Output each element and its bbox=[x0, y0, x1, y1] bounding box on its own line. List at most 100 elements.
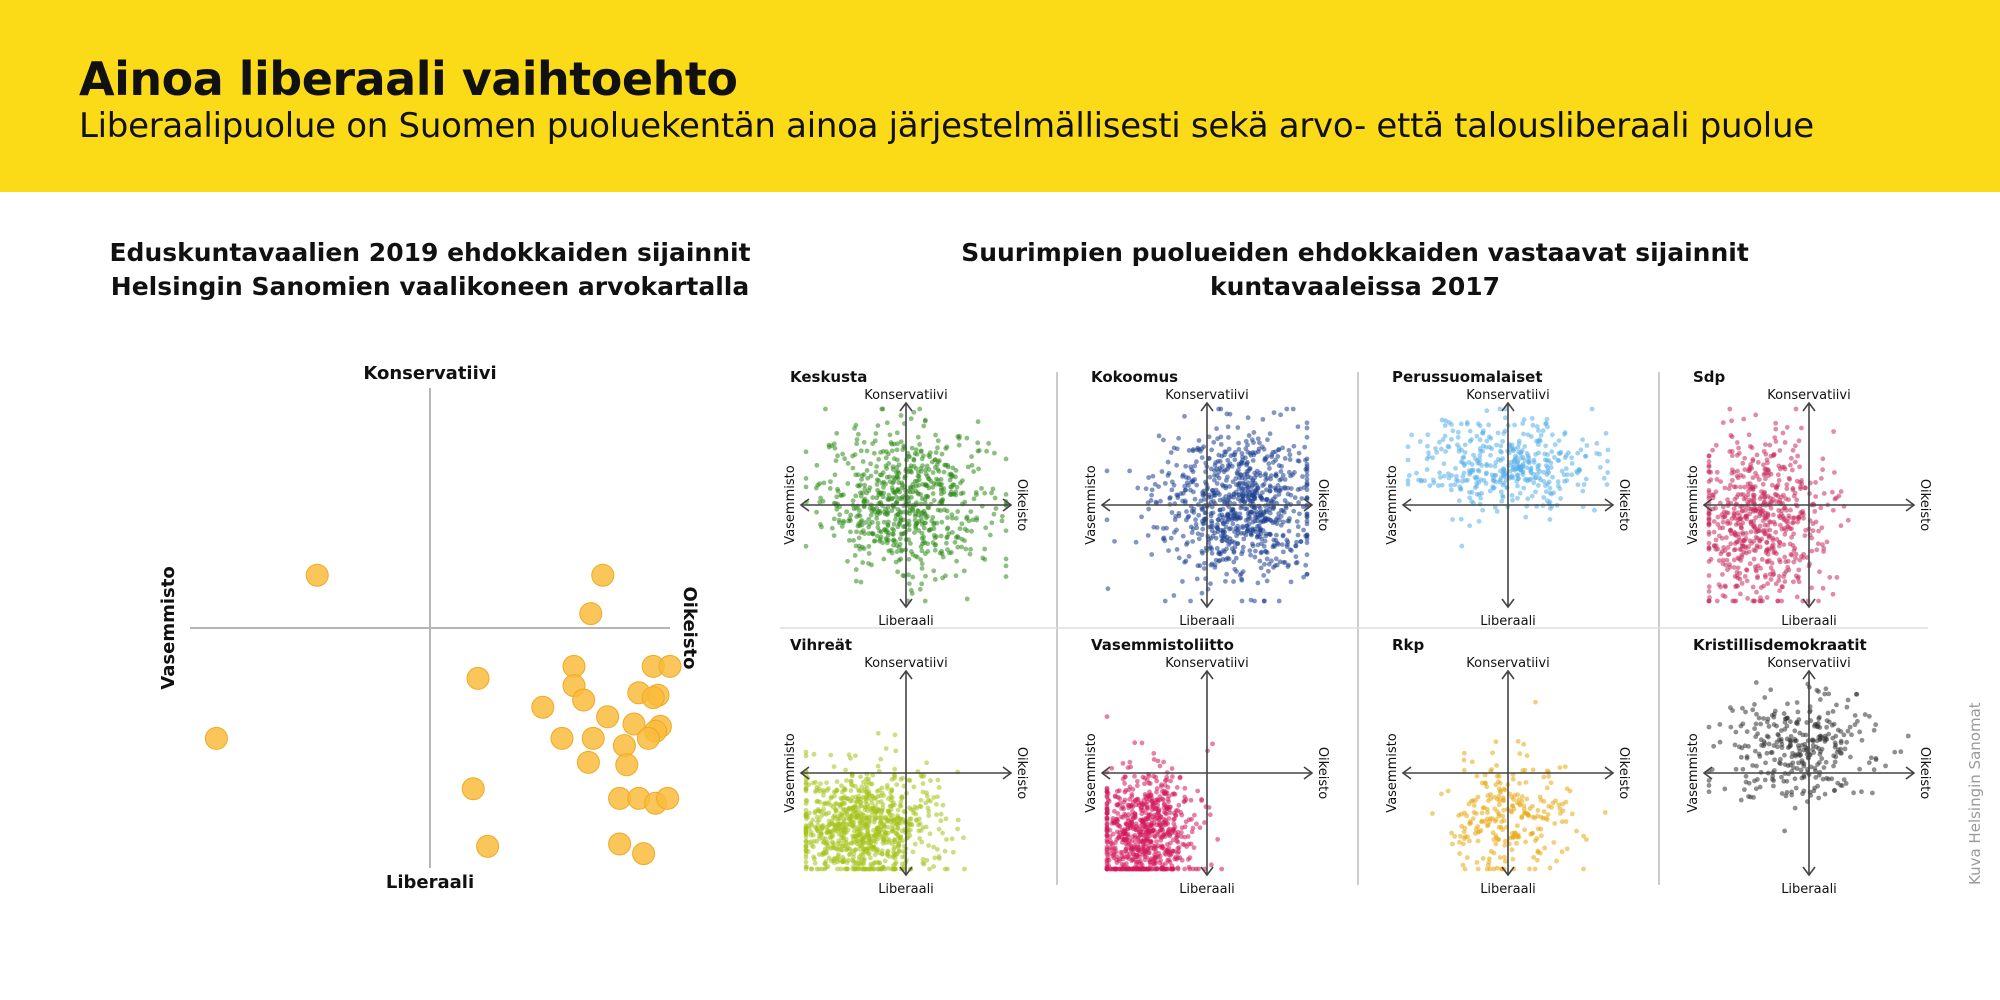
party-candidate-point bbox=[895, 511, 901, 517]
party-candidate-point bbox=[869, 808, 874, 814]
party-candidate-point bbox=[1817, 737, 1823, 742]
party-candidate-point bbox=[1510, 462, 1516, 468]
party-candidate-point bbox=[1215, 526, 1221, 531]
party-candidate-point bbox=[1706, 588, 1712, 594]
party-candidate-point bbox=[1196, 438, 1202, 443]
party-candidate-point bbox=[1564, 452, 1569, 458]
party-candidate-point bbox=[1782, 531, 1788, 537]
party-candidate-point bbox=[1132, 811, 1138, 817]
party-candidate-point bbox=[1758, 509, 1764, 515]
panel-axis-label-bottom: Liberaali bbox=[1781, 614, 1837, 629]
party-candidate-point bbox=[1521, 741, 1527, 747]
party-candidate-point bbox=[1490, 484, 1496, 490]
party-candidate-point bbox=[1165, 803, 1170, 809]
party-candidate-point bbox=[1196, 536, 1202, 542]
party-candidate-point bbox=[884, 474, 890, 480]
party-candidate-point bbox=[927, 454, 933, 460]
party-candidate-point bbox=[829, 818, 835, 824]
party-candidate-point bbox=[891, 853, 897, 858]
party-candidate-point bbox=[1271, 542, 1277, 548]
party-candidate-point bbox=[1496, 786, 1502, 792]
party-candidate-point bbox=[1199, 796, 1204, 802]
party-candidate-point bbox=[1104, 810, 1110, 816]
party-candidate-point bbox=[1462, 866, 1468, 872]
party-candidate-point bbox=[1258, 526, 1264, 532]
party-candidate-point bbox=[1169, 510, 1175, 515]
party-candidate-point bbox=[1731, 565, 1737, 570]
party-candidate-point bbox=[833, 458, 839, 464]
party-candidate-point bbox=[1151, 833, 1157, 839]
party-candidate-point bbox=[1793, 738, 1799, 744]
party-candidate-point bbox=[907, 504, 913, 510]
party-candidate-point bbox=[1768, 519, 1773, 525]
party-candidate-point bbox=[857, 828, 863, 834]
party-candidate-point bbox=[1737, 512, 1742, 518]
party-candidate-point bbox=[1735, 583, 1740, 589]
party-candidate-point bbox=[1583, 476, 1589, 482]
party-candidate-point bbox=[1255, 533, 1260, 539]
party-candidate-point bbox=[1454, 477, 1459, 483]
party-candidate-point bbox=[1495, 796, 1500, 802]
party-candidate-point bbox=[1190, 479, 1196, 485]
party-candidate-point bbox=[1747, 506, 1753, 512]
party-candidate-point bbox=[1168, 866, 1174, 872]
party-candidate-point bbox=[1602, 810, 1608, 815]
party-candidate-point bbox=[1764, 528, 1770, 534]
party-candidate-point bbox=[1174, 835, 1179, 840]
party-candidate-point bbox=[903, 499, 909, 505]
party-candidate-point bbox=[1245, 474, 1251, 480]
party-candidate-point bbox=[1831, 788, 1837, 794]
party-candidate-point bbox=[1769, 482, 1775, 488]
party-candidate-point bbox=[1522, 458, 1528, 463]
party-candidate-point bbox=[1790, 487, 1796, 493]
party-candidate-point bbox=[876, 829, 882, 835]
party-candidate-point bbox=[1240, 496, 1246, 502]
party-candidate-point bbox=[1416, 477, 1421, 483]
party-candidate-point bbox=[1791, 493, 1797, 499]
party-candidate-point bbox=[906, 501, 912, 507]
party-candidate-point bbox=[1234, 470, 1240, 476]
party-candidate-point bbox=[1200, 506, 1206, 512]
party-candidate-point bbox=[1144, 820, 1149, 826]
party-candidate-point bbox=[883, 815, 889, 821]
party-candidate-point bbox=[1502, 842, 1508, 848]
party-candidate-point bbox=[866, 776, 871, 782]
party-candidate-point bbox=[1782, 716, 1788, 722]
party-candidate-point bbox=[1769, 712, 1775, 718]
party-candidate-point bbox=[864, 848, 870, 854]
party-candidate-point bbox=[835, 501, 841, 507]
party-candidate-point bbox=[867, 836, 873, 842]
party-candidate-point bbox=[1226, 495, 1232, 501]
party-candidate-point bbox=[1133, 802, 1139, 808]
party-candidate-point bbox=[828, 821, 833, 827]
party-candidate-point bbox=[1735, 492, 1741, 497]
party-candidate-point bbox=[1161, 801, 1167, 807]
party-candidate-point bbox=[1123, 866, 1129, 872]
party-candidate-point bbox=[1809, 535, 1815, 541]
party-candidate-point bbox=[1528, 434, 1534, 439]
party-candidate-point bbox=[897, 835, 903, 841]
party-candidate-point bbox=[1171, 826, 1177, 832]
party-candidate-point bbox=[1793, 573, 1799, 579]
party-candidate-point bbox=[1222, 501, 1228, 506]
party-candidate-point bbox=[926, 527, 932, 533]
party-candidate-point bbox=[861, 856, 867, 862]
party-candidate-point bbox=[878, 818, 884, 824]
party-candidate-point bbox=[1303, 466, 1309, 472]
party-candidate-point bbox=[1234, 514, 1240, 520]
party-candidate-point bbox=[1190, 866, 1196, 872]
party-candidate-point bbox=[1437, 474, 1443, 480]
party-candidate-point bbox=[1171, 445, 1177, 451]
party-candidate-point bbox=[1785, 558, 1791, 564]
party-candidate-point bbox=[1212, 472, 1217, 478]
party-candidate-point bbox=[1787, 462, 1793, 468]
party-candidate-point bbox=[1224, 499, 1230, 504]
party-candidate-point bbox=[845, 481, 851, 486]
party-candidate-point bbox=[1749, 465, 1755, 471]
party-candidate-point bbox=[861, 847, 867, 852]
party-candidate-point bbox=[1485, 822, 1491, 828]
party-candidate-point bbox=[1192, 463, 1198, 469]
party-candidate-point bbox=[1549, 504, 1555, 509]
party-candidate-point bbox=[1826, 731, 1832, 737]
party-candidate-point bbox=[1474, 433, 1480, 439]
